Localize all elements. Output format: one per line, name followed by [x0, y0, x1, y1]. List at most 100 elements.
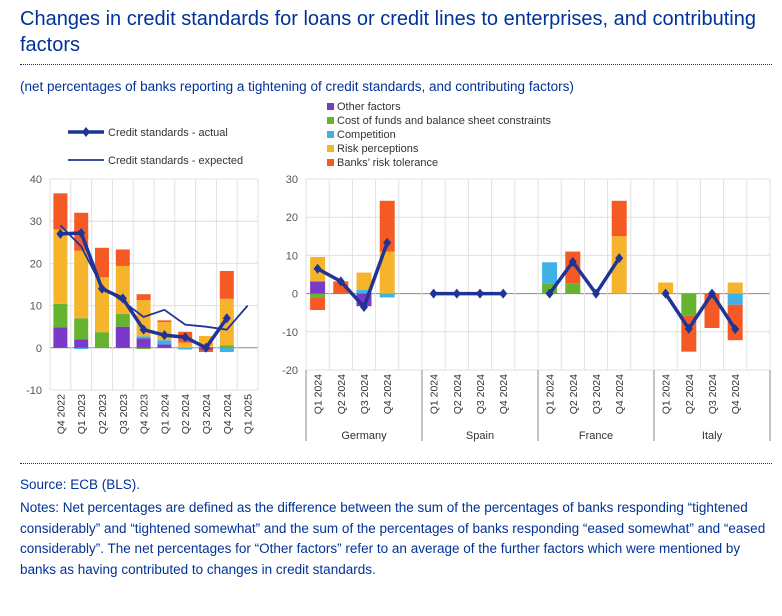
data-marker	[313, 263, 322, 274]
bar-segment	[379, 293, 395, 298]
x-tick-label: Q4 2023	[139, 394, 151, 434]
data-marker	[56, 228, 65, 239]
x-tick-label: Q1 2024	[313, 374, 325, 414]
bar-segment	[53, 229, 68, 304]
bar-segment	[53, 193, 68, 230]
x-tick-label: Q3 2024	[707, 374, 719, 414]
x-tick-label: Q1 2024	[661, 374, 673, 414]
legend-swatch	[327, 131, 334, 138]
bar-segment	[310, 293, 326, 298]
bar-segment	[219, 345, 234, 348]
data-marker	[568, 256, 577, 267]
y-tick-label: 30	[30, 216, 42, 228]
bar-segment	[727, 293, 743, 305]
bar-segment	[219, 347, 234, 353]
x-tick-label: Q1 2025	[243, 394, 255, 434]
group-label: Germany	[341, 430, 387, 442]
data-marker	[708, 288, 716, 299]
x-tick-label: Q2 2024	[336, 374, 348, 414]
bar-segment	[74, 347, 89, 350]
bar-segment	[727, 304, 743, 341]
bar-segment	[74, 250, 89, 319]
source-text: Source: ECB (BLS).	[20, 477, 141, 492]
data-marker	[684, 323, 693, 334]
x-tick-label: Q2 2024	[452, 374, 464, 414]
legend-swatch	[327, 117, 334, 124]
data-marker	[181, 332, 190, 343]
bar-segment	[136, 336, 151, 339]
x-tick-label: Q3 2024	[475, 374, 487, 414]
data-marker	[360, 301, 368, 312]
data-marker	[545, 288, 554, 299]
x-tick-label: Q4 2022	[55, 394, 67, 434]
bar-segment	[74, 339, 89, 348]
y-tick-label: -10	[282, 327, 298, 339]
x-tick-label: Q2 2023	[97, 394, 109, 434]
chart-subtitle: (net percentages of banks reporting a ti…	[20, 79, 574, 94]
x-tick-label: Q1 2024	[545, 374, 557, 414]
bar-segment	[356, 272, 372, 290]
x-tick-label: Q3 2023	[118, 394, 130, 434]
legend-label: Competition	[337, 129, 396, 141]
bar-segment	[53, 303, 68, 328]
bar-segment	[115, 314, 130, 327]
data-marker	[118, 293, 127, 304]
x-tick-label: Q2 2024	[180, 394, 192, 434]
data-marker	[77, 228, 86, 239]
y-tick-label: 30	[286, 174, 298, 186]
x-tick-label: Q4 2024	[222, 394, 234, 434]
bar-segment	[356, 289, 372, 294]
bar-segment	[157, 340, 172, 345]
data-marker	[615, 253, 624, 264]
series-line	[59, 224, 249, 331]
bar-segment	[115, 249, 130, 266]
y-tick-label: 40	[30, 174, 42, 186]
x-tick-label: Q4 2024	[614, 374, 626, 414]
bar-segment	[611, 236, 627, 294]
chart: -10 0 10 20 30 40 Q4 2022 Q1 2023 Q2 2023 Q3 2023…	[26, 101, 771, 442]
data-marker	[499, 288, 508, 299]
legend-label: Credit standards - expected	[108, 155, 243, 167]
legend-swatch	[327, 159, 334, 166]
bar-segment	[379, 251, 395, 294]
group-label: France	[579, 430, 613, 442]
x-tick-label: Q2 2024	[568, 374, 580, 414]
page-title: Changes in credit standards for loans or…	[20, 8, 756, 56]
legend-label: Banks’ risk tolerance	[337, 157, 438, 169]
bar-segment	[95, 247, 109, 278]
legend-marker	[82, 127, 90, 137]
legend-swatch	[327, 103, 334, 110]
x-tick-label: Q3 2024	[201, 394, 213, 434]
group-label: Italy	[702, 430, 723, 442]
data-marker	[202, 342, 210, 353]
bar-segment	[565, 283, 581, 294]
data-marker	[429, 288, 438, 299]
x-tick-label: Q1 2023	[76, 394, 88, 434]
bar-segment	[115, 326, 130, 348]
series-line	[548, 257, 621, 297]
bar-segment	[542, 283, 558, 294]
bar-segment	[681, 293, 697, 316]
bar-segment	[74, 318, 89, 340]
legend-label: Risk perceptions	[337, 143, 419, 155]
page: Changes in credit standards for loans or…	[20, 8, 772, 577]
legend-label: Credit standards - actual	[108, 127, 228, 139]
x-tick-label: Q2 2024	[684, 374, 696, 414]
y-tick-label: 0	[36, 343, 42, 355]
bar-segment	[136, 294, 151, 301]
data-marker	[139, 324, 148, 335]
bar-segment	[178, 342, 193, 348]
y-tick-label: 20	[286, 212, 298, 224]
bar-segment	[157, 320, 172, 323]
x-tick-label: Q4 2024	[498, 374, 510, 414]
x-tick-label: Q3 2024	[359, 374, 371, 414]
group-label: Spain	[466, 430, 494, 442]
data-marker	[731, 324, 740, 335]
bar-segment	[379, 200, 395, 252]
bar-segment	[658, 282, 674, 294]
y-tick-label: 10	[30, 301, 42, 313]
divider	[20, 64, 772, 65]
x-tick-label: Q4 2024	[730, 374, 742, 414]
bar-segment	[611, 200, 627, 237]
y-tick-label: 10	[286, 250, 298, 262]
